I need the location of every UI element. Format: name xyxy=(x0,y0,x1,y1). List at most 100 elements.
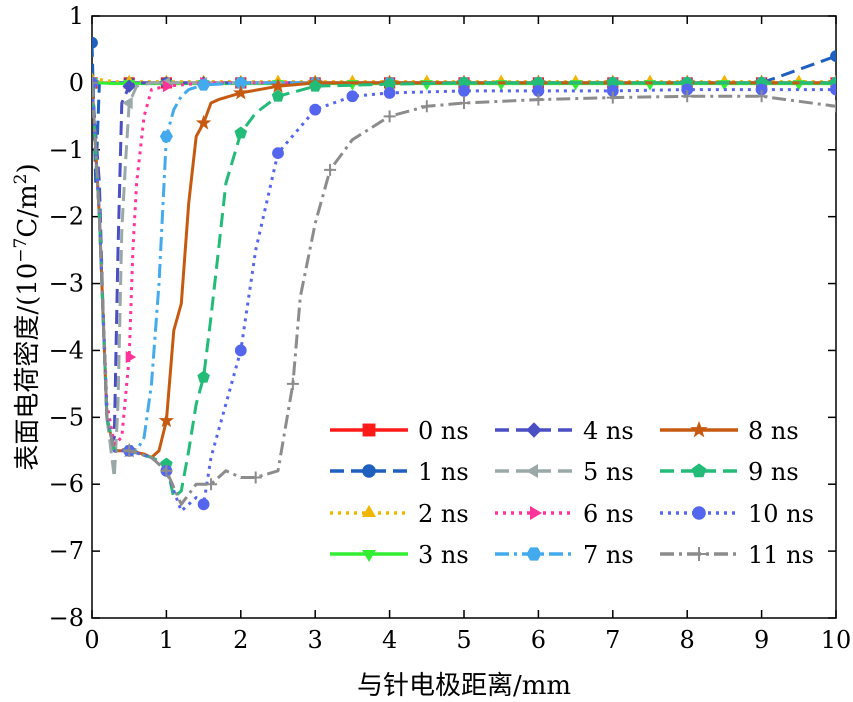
series-line xyxy=(92,82,836,513)
legend-item: 6 ns xyxy=(495,500,634,528)
series-11 xyxy=(92,76,836,506)
y-axis-title-unit: C/m xyxy=(13,184,43,237)
data-point xyxy=(234,77,248,89)
data-point xyxy=(234,344,247,357)
legend-item: 2 ns xyxy=(330,500,469,528)
x-tick-label: 7 xyxy=(605,626,620,654)
y-tick-label: 1 xyxy=(69,2,84,30)
series-line xyxy=(92,81,836,446)
data-point xyxy=(830,83,836,96)
legend-marker xyxy=(526,464,538,478)
data-point xyxy=(92,36,98,49)
x-tick-label: 5 xyxy=(456,626,471,654)
y-tick-label: −3 xyxy=(49,270,84,298)
legend-item: 5 ns xyxy=(495,458,634,486)
data-point xyxy=(197,370,210,383)
legend-item: 7 ns xyxy=(495,541,634,569)
x-tick-labels: 0 1 2 3 4 5 6 7 8 9 10 xyxy=(84,626,851,654)
legend-marker xyxy=(526,547,542,561)
series-6 xyxy=(92,76,836,446)
legend-marker xyxy=(530,506,542,520)
data-point xyxy=(308,79,322,92)
legend-marker xyxy=(362,464,376,478)
y-tick-label: −1 xyxy=(49,136,84,164)
data-point xyxy=(234,126,248,139)
series-layer xyxy=(92,36,836,513)
legend-label: 3 ns xyxy=(418,541,469,569)
legend-item: 8 ns xyxy=(660,417,799,445)
data-point xyxy=(420,100,433,113)
legend-item: 10 ns xyxy=(660,500,814,528)
y-tick-label: −8 xyxy=(49,604,84,632)
x-tick-label: 2 xyxy=(233,626,248,654)
legend: 0 ns 1 ns 2 ns 3 ns 4 ns 5 ns 6 ns 7 ns 8 ns 9 ns… xyxy=(330,417,814,569)
series-7 xyxy=(92,77,836,457)
legend-marker xyxy=(526,422,542,438)
data-point xyxy=(125,351,137,364)
y-tick-label: −2 xyxy=(49,203,84,231)
x-axis-title: 与针电极距离/mm xyxy=(357,671,571,701)
y-tick-label: −7 xyxy=(49,537,84,565)
legend-marker xyxy=(692,506,706,520)
data-point xyxy=(383,110,396,123)
y-axis-title-close: ) xyxy=(13,163,43,173)
legend-item: 3 ns xyxy=(330,541,469,569)
data-point xyxy=(681,90,694,103)
data-point xyxy=(755,90,768,103)
x-tick-label: 1 xyxy=(159,626,174,654)
y-tick-label: 0 xyxy=(69,69,84,97)
y-axis-title-exp: −7 xyxy=(11,238,31,263)
data-point xyxy=(458,96,470,109)
data-point xyxy=(249,471,262,484)
data-point xyxy=(606,91,619,104)
y-tick-label: −4 xyxy=(49,336,84,364)
data-point xyxy=(830,100,836,113)
series-10 xyxy=(92,76,836,513)
legend-label: 10 ns xyxy=(748,500,814,528)
data-point xyxy=(346,90,359,103)
legend-item: 1 ns xyxy=(330,458,469,486)
axis-ticks xyxy=(91,15,837,619)
data-point xyxy=(383,87,396,99)
legend-marker xyxy=(362,550,376,562)
legend-item: 4 ns xyxy=(495,417,634,445)
data-point xyxy=(159,130,173,143)
data-point xyxy=(458,85,470,97)
legend-label: 5 ns xyxy=(583,458,634,486)
legend-label: 2 ns xyxy=(418,500,469,528)
data-point xyxy=(122,79,136,93)
y-tick-labels: 1 0 −1 −2 −3 −4 −5 −6 −7 −8 xyxy=(49,2,84,632)
legend-label: 11 ns xyxy=(748,541,814,569)
data-point xyxy=(195,114,212,130)
data-point xyxy=(205,478,218,491)
data-point xyxy=(532,93,545,106)
y-tick-label: −6 xyxy=(49,470,84,498)
series-line xyxy=(92,42,836,185)
x-tick-label: 9 xyxy=(754,626,769,654)
data-point xyxy=(122,96,133,110)
y-tick-label: −5 xyxy=(49,403,84,431)
legend-item: 0 ns xyxy=(330,417,469,445)
series-line xyxy=(92,81,836,453)
data-point xyxy=(286,377,299,390)
legend-label: 9 ns xyxy=(748,458,799,486)
x-tick-label: 3 xyxy=(308,626,323,654)
y-axis-title-main: 表面电荷密度/(10 xyxy=(13,263,43,471)
legend-label: 1 ns xyxy=(418,458,469,486)
data-point xyxy=(197,79,211,91)
data-point xyxy=(92,76,98,89)
data-point xyxy=(197,498,210,511)
legend-marker xyxy=(691,463,707,478)
series-line xyxy=(92,81,836,446)
data-point xyxy=(830,50,836,63)
data-point xyxy=(158,412,175,428)
legend-marker xyxy=(690,420,708,438)
y-axis-title: 表面电荷密度/(10−7C/m2) xyxy=(11,163,43,470)
legend-marker xyxy=(362,423,376,437)
y-axis-title-unit-exp: 2 xyxy=(11,173,31,184)
legend-label: 4 ns xyxy=(583,417,634,445)
x-tick-label: 10 xyxy=(821,626,852,654)
x-tick-label: 0 xyxy=(84,626,99,654)
legend-label: 0 ns xyxy=(418,417,469,445)
